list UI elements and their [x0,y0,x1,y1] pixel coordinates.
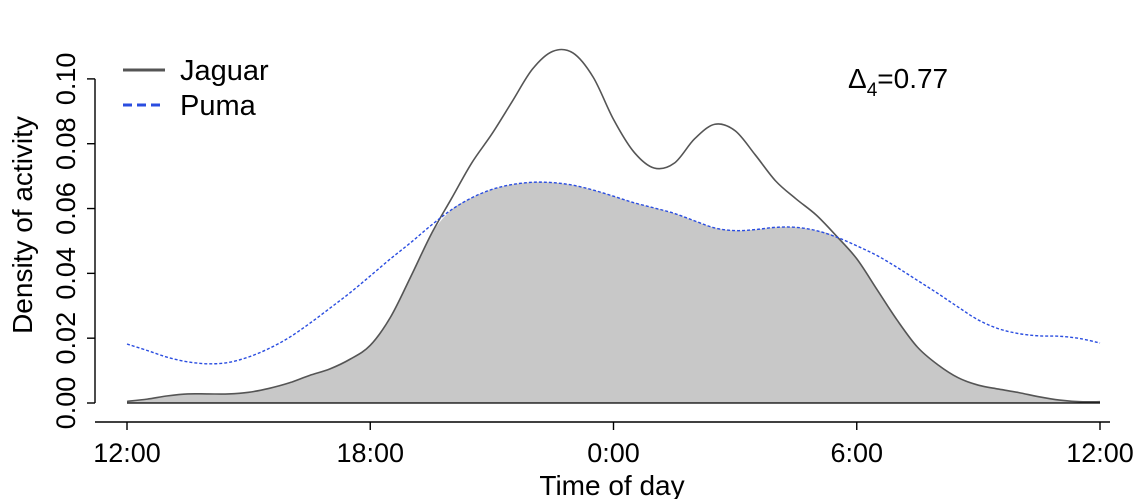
series-layer [126,48,1101,403]
overlap-coefficient-text: Δ4=0.77 [848,63,948,101]
x-tick-label: 6:00 [830,438,883,468]
y-tick-label: 0.06 [51,182,81,235]
delta-subscript: 4 [867,80,878,101]
y-tick-label: 0.00 [51,377,81,430]
delta-value: =0.77 [877,63,948,94]
overlap-area-layer [127,182,1100,403]
y-tick-label: 0.04 [51,247,81,300]
x-tick-label: 0:00 [587,438,640,468]
x-axis-label: Time of day [539,470,684,499]
overlap-area [127,182,1100,403]
x-tick-label: 18:00 [336,438,404,468]
overlap-coefficient-annotation: Δ4=0.77 [848,63,948,101]
series-line-puma [126,181,1101,365]
legend-label-jaguar: Jaguar [180,55,269,87]
y-tick-label: 0.02 [51,312,81,365]
y-axis-label: Density of activity [7,116,38,334]
axes-layer: 12:00 18:00 0:00 6:00 12:00 0.00 0.02 0.04 0.06 0… [7,53,1134,499]
series-line-jaguar [126,48,1101,403]
x-tick-label: 12:00 [1066,438,1134,468]
y-tick-label: 0.08 [51,117,81,170]
y-tick-label: 0.10 [51,53,81,106]
delta-symbol: Δ [848,63,867,94]
x-tick-label: 12:00 [93,438,161,468]
legend-label-puma: Puma [180,90,257,122]
